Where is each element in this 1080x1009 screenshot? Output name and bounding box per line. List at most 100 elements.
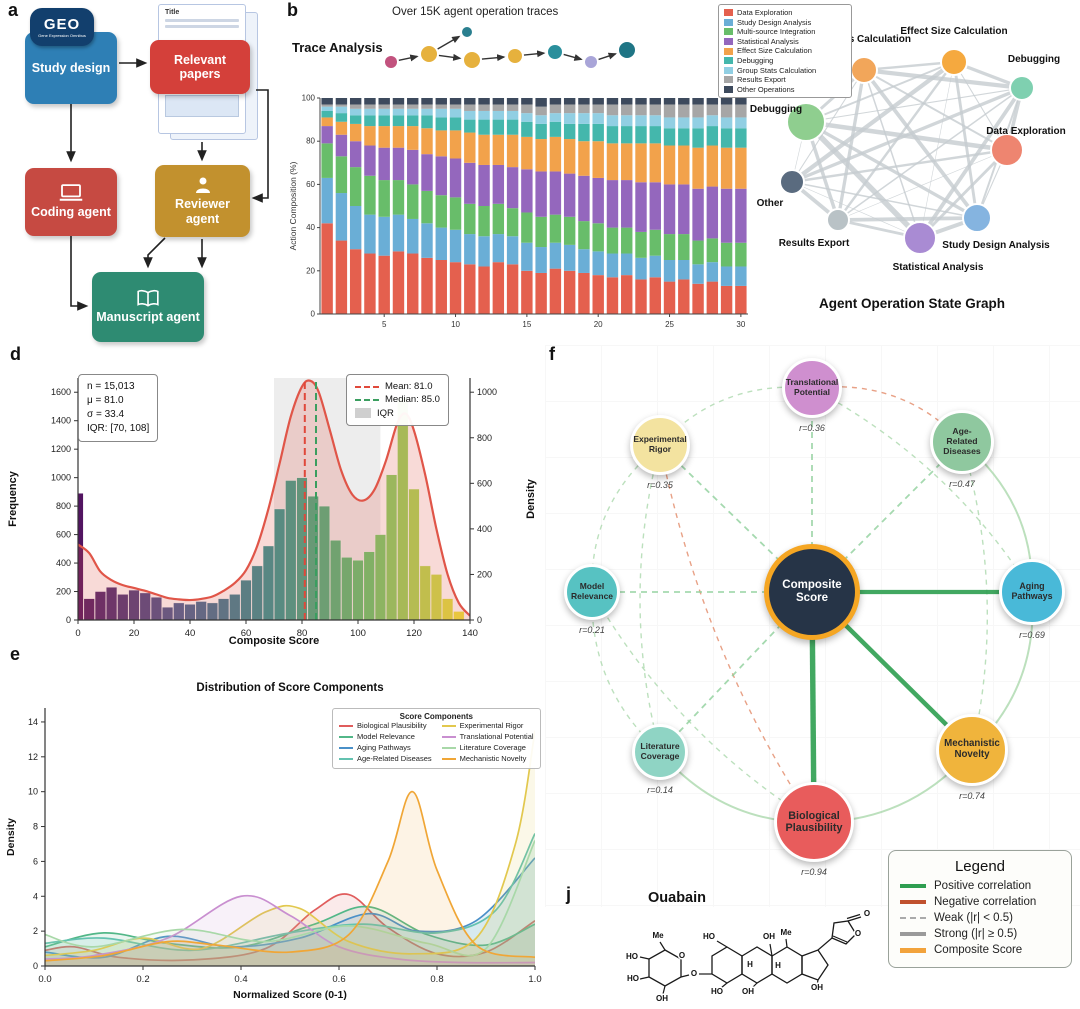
svg-text:Frequency: Frequency	[7, 470, 19, 527]
svg-text:15: 15	[522, 320, 531, 329]
svg-text:Composite Score: Composite Score	[229, 635, 319, 647]
legend-item-group-stats-calculation: Group Stats Calculation	[724, 66, 846, 76]
correlation-value-aging-pathways: r=0.69	[1019, 630, 1045, 640]
svg-text:Debugging: Debugging	[1008, 54, 1060, 65]
svg-text:0.0: 0.0	[38, 974, 51, 985]
composite-score-histogram: 0200400600800100012001400160002004006008…	[7, 378, 537, 647]
svg-text:14: 14	[28, 717, 38, 727]
legend-item-positive-correlation: Positive correlation	[900, 880, 1060, 892]
svg-text:600: 600	[477, 478, 492, 488]
svg-text:40: 40	[185, 628, 196, 639]
paper-figure-thumb	[165, 95, 239, 117]
factor-node-model-relevance: Model Relevance	[564, 564, 620, 620]
relevant-papers-node: Relevant papers	[150, 40, 250, 94]
svg-text:0: 0	[311, 310, 316, 319]
svg-text:6: 6	[33, 856, 38, 866]
svg-text:200: 200	[477, 569, 492, 579]
svg-text:20: 20	[306, 266, 315, 275]
stat-n: n = 15,013	[87, 381, 135, 392]
svg-text:Study Design Analysis: Study Design Analysis	[942, 240, 1050, 251]
svg-text:OH: OH	[742, 987, 754, 996]
density-legend: Score Components Biological Plausibility…	[332, 708, 541, 769]
legend-item-strong-r-0-5-: Strong (|r| ≥ 0.5)	[900, 928, 1060, 940]
svg-text:Debugging: Debugging	[750, 104, 802, 115]
legend-swatch	[724, 47, 733, 55]
trace-analysis-title: Trace Analysis	[292, 40, 383, 55]
paper-text-line	[165, 25, 239, 28]
panel-label-e: e	[10, 644, 21, 664]
paper-text-line	[165, 19, 239, 22]
geo-logo-subtext: Gene Expression Omnibus	[38, 32, 86, 38]
svg-text:1000: 1000	[477, 387, 497, 397]
panel-d-histogram: 0 200 400 600 800 1000 1200 1400 1600 0 200 400 600 8…	[0, 348, 545, 648]
correlation-value-translational-potential: r=0.36	[799, 423, 825, 433]
svg-text:140: 140	[462, 628, 478, 639]
legend-item-weak-r-0-5-: Weak (|r| < 0.5)	[900, 912, 1060, 924]
svg-text:0: 0	[33, 961, 38, 971]
legend-item-model-relevance: Model Relevance	[339, 732, 432, 743]
legend-item-results-export: Results Export	[724, 75, 846, 85]
reviewer-agent-node: Reviewer agent	[155, 165, 250, 237]
manuscript-agent-node: Manuscript agent	[92, 272, 204, 342]
legend-swatch	[339, 736, 353, 739]
legend-item-composite-score: Composite Score	[900, 944, 1060, 956]
svg-text:12: 12	[28, 752, 38, 762]
svg-text:HO: HO	[626, 952, 638, 961]
legend-swatch	[724, 18, 733, 26]
study-design-label: Study design	[31, 60, 111, 75]
legend-item-other-operations: Other Operations	[724, 85, 846, 95]
trace-annotation: Over 15K agent operation traces	[392, 6, 559, 18]
svg-text:80: 80	[306, 137, 315, 146]
legend-swatch	[900, 884, 926, 888]
legend-swatch	[724, 57, 733, 65]
svg-text:600: 600	[56, 530, 71, 540]
svg-text:OH: OH	[656, 994, 668, 1003]
svg-text:Normalized Score (0-1): Normalized Score (0-1)	[233, 989, 347, 1001]
svg-text:H: H	[775, 961, 781, 970]
svg-text:1.0: 1.0	[528, 974, 541, 985]
svg-text:0.8: 0.8	[430, 974, 443, 985]
panel-label-d: d	[10, 344, 21, 364]
stacked-bar-chart: 0 20 40 60 80 100 5 10 15 20 25 30 Action Compositio…	[288, 94, 748, 329]
paper-title: Title	[165, 9, 180, 16]
factor-node-experimental-rigor: Experimental Rigor	[630, 415, 690, 475]
legend-swatch	[339, 725, 353, 728]
correlation-value-biological-plausibility: r=0.94	[801, 867, 827, 877]
svg-text:Density: Density	[525, 478, 537, 519]
svg-text:Density: Density	[5, 818, 17, 856]
legend-swatch	[724, 38, 733, 46]
composite-score-node: Composite Score	[764, 544, 860, 640]
stats-box: n = 15,013 μ = 81.0 σ = 33.4 IQR: [70, 1…	[78, 374, 159, 442]
svg-text:0.6: 0.6	[332, 974, 345, 985]
svg-text:Results Export: Results Export	[779, 238, 850, 249]
person-icon	[195, 177, 210, 194]
svg-text:200: 200	[56, 587, 71, 597]
svg-text:100: 100	[302, 94, 316, 103]
svg-text:Action Composition (%): Action Composition (%)	[288, 161, 298, 250]
svg-text:0: 0	[75, 628, 80, 639]
correlation-value-model-relevance: r=0.21	[579, 625, 605, 635]
svg-text:20: 20	[129, 628, 140, 639]
legend-item-negative-correlation: Negative correlation	[900, 896, 1060, 908]
flow-arrows	[66, 58, 269, 311]
correlation-value-mechanistic-novelty: r=0.74	[959, 791, 985, 801]
svg-text:O: O	[691, 969, 697, 978]
svg-text:120: 120	[406, 628, 422, 639]
factor-node-age-related-diseases: Age-Related Diseases	[930, 410, 994, 474]
svg-text:O: O	[679, 951, 685, 960]
legend-swatch	[900, 932, 926, 936]
density-plot-title: Distribution of Score Components	[196, 682, 384, 694]
correlation-value-literature-coverage: r=0.14	[647, 785, 673, 795]
svg-text:Other: Other	[757, 198, 784, 209]
svg-text:800: 800	[56, 501, 71, 511]
svg-text:Data Exploration: Data Exploration	[986, 126, 1065, 137]
svg-text:Me: Me	[780, 928, 792, 937]
legend-swatch	[900, 947, 926, 953]
svg-text:800: 800	[477, 433, 492, 443]
legend-item-statistical-analysis: Statistical Analysis	[724, 37, 846, 47]
histogram-legend: Mean: 81.0 Median: 85.0 IQR	[346, 374, 449, 426]
legend-title: Legend	[954, 858, 1006, 875]
density-legend-title: Score Components	[399, 712, 473, 721]
legend-swatch	[441, 747, 456, 750]
